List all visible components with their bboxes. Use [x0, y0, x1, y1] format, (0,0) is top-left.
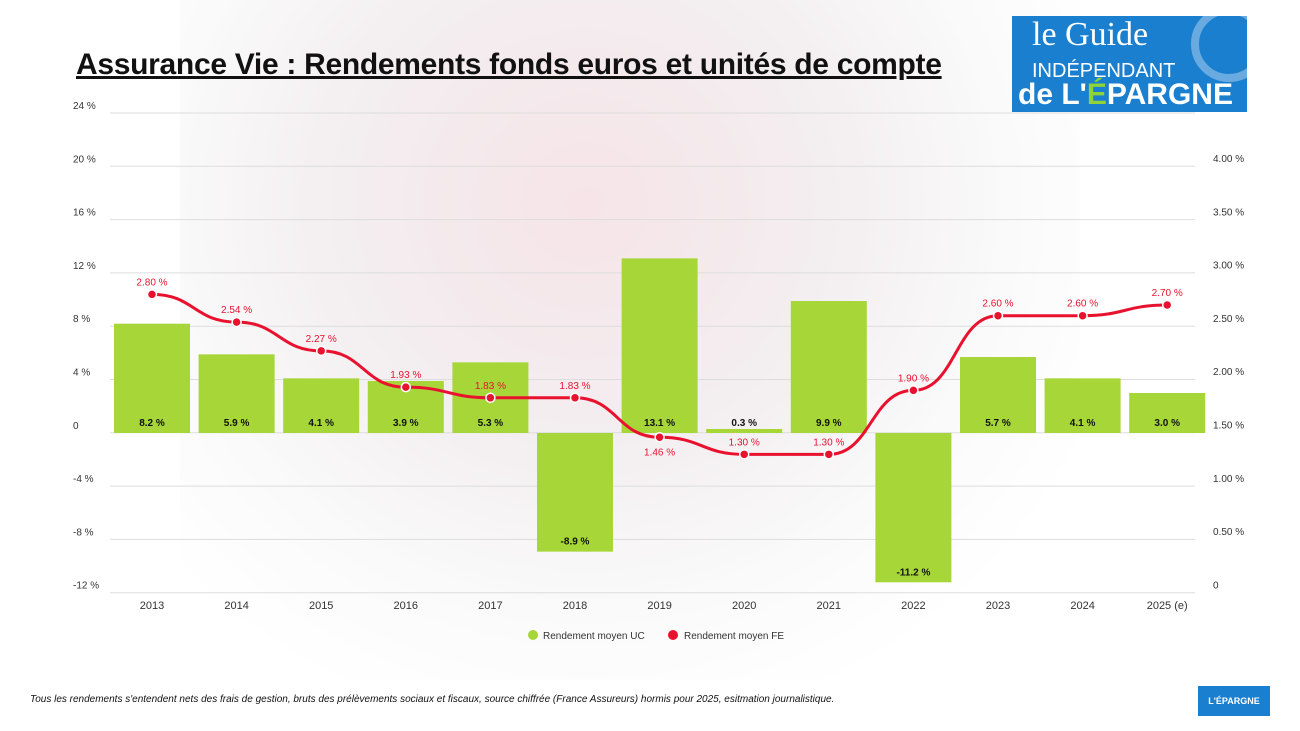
fe-point: [400, 381, 412, 393]
left-tick-label: 16 %: [73, 208, 96, 219]
left-tick-label: 8 %: [73, 314, 90, 325]
logo: le Guide INDÉPENDANT de L'ÉPARGNE: [1012, 16, 1247, 112]
fe-label: 1.30 %: [813, 437, 844, 448]
fe-label: 2.60 %: [1067, 299, 1098, 310]
left-tick-label: -8 %: [73, 527, 94, 538]
left-tick-label: 20 %: [73, 154, 96, 165]
bar: [706, 429, 783, 433]
right-tick-label: 0: [1213, 580, 1219, 591]
x-tick-label: 2022: [901, 600, 925, 612]
fe-label: 2.54 %: [221, 305, 252, 316]
right-tick-label: 4.00 %: [1213, 154, 1244, 165]
bar: [875, 433, 952, 583]
fe-point: [231, 316, 242, 328]
right-tick-label: 3.00 %: [1213, 261, 1244, 272]
x-tick-label: 2018: [563, 600, 587, 612]
right-tick-label: 2.50 %: [1213, 314, 1244, 325]
right-tick-label: 0.50 %: [1213, 527, 1244, 538]
fe-point: [315, 345, 327, 357]
x-tick-label: 2021: [817, 600, 841, 612]
bar-label: 3.0 %: [1154, 418, 1180, 429]
fe-point: [738, 449, 750, 460]
bar: [960, 357, 1036, 433]
bar-label: 4.1 %: [1070, 418, 1096, 429]
legend-label-fe: Rendement moyen FE: [684, 631, 784, 642]
left-tick-label: -4 %: [73, 474, 94, 485]
bar: [621, 258, 698, 433]
chart: 24 % 20 % 16 % 12 % 8 % 4 % 0 -4 % -8 % -12 % 4.00…: [73, 101, 1244, 642]
bar-label: 13.1 %: [644, 418, 675, 429]
right-tick-label: 1.50 %: [1213, 421, 1244, 432]
left-tick-label: 24 %: [73, 101, 96, 112]
x-tick-label: 2025 (e): [1147, 600, 1188, 612]
fe-label: 1.93 %: [390, 370, 421, 381]
left-tick-label: 0: [73, 421, 79, 432]
bar-label: 5.3 %: [478, 418, 504, 429]
chart-title: Assurance Vie : Rendements fonds euros e…: [76, 48, 942, 81]
fe-point: [992, 310, 1004, 321]
bar-label: -8.9 %: [561, 537, 590, 548]
fe-label: 1.30 %: [729, 437, 760, 448]
bar-label: 0.3 %: [731, 418, 757, 429]
x-tick-label: 2023: [986, 600, 1010, 612]
fe-point: [908, 385, 919, 396]
x-tick-label: 2015: [309, 600, 333, 612]
bar: [114, 323, 190, 433]
x-tick-label: 2020: [732, 600, 756, 612]
fe-point: [823, 449, 835, 460]
x-tick-label: 2013: [140, 600, 164, 612]
x-tick-label: 2016: [394, 600, 418, 612]
x-tick-label: 2017: [478, 600, 502, 612]
legend-marker-uc: [528, 630, 538, 640]
left-tick-label: -12 %: [73, 581, 99, 592]
fe-point: [1161, 299, 1173, 311]
left-tick-label: 12 %: [73, 261, 96, 272]
fe-label: 2.80 %: [136, 277, 167, 288]
right-tick-label: 3.50 %: [1213, 207, 1244, 218]
x-tick-label: 2024: [1070, 600, 1094, 612]
fe-label: 2.70 %: [1152, 288, 1183, 299]
logo-small: L'ÉPARGNE: [1198, 686, 1270, 716]
fe-point: [654, 432, 665, 443]
fe-point: [485, 392, 496, 404]
bar-label: 8.2 %: [139, 418, 165, 429]
bar: [283, 378, 360, 433]
bar: [198, 354, 275, 433]
bar-label: 5.7 %: [985, 418, 1011, 429]
bar-label: -11.2 %: [896, 567, 930, 578]
bar-label: 3.9 %: [393, 418, 419, 429]
fe-label: 1.83 %: [475, 381, 506, 392]
bar-label: 4.1 %: [308, 418, 334, 429]
bar: [1129, 393, 1206, 433]
bar-label: 9.9 %: [816, 418, 842, 429]
fe-point: [146, 289, 158, 300]
fe-label: 1.46 %: [644, 447, 675, 458]
legend-marker-fe: [668, 630, 678, 640]
right-tick-label: 2.00 %: [1213, 367, 1244, 378]
bar-label: 5.9 %: [224, 418, 250, 429]
fe-label: 1.83 %: [559, 381, 590, 392]
right-tick-label: 1.00 %: [1213, 474, 1244, 485]
left-tick-label: 4 %: [73, 368, 90, 379]
bar: [790, 301, 867, 433]
legend-label-uc: Rendement moyen UC: [543, 631, 645, 642]
fe-label: 2.60 %: [982, 299, 1013, 310]
bar: [537, 433, 613, 552]
fe-label: 1.90 %: [898, 373, 929, 384]
fe-point: [1077, 310, 1088, 321]
x-tick-label: 2019: [647, 600, 671, 612]
footnote: Tous les rendements s'entendent nets des…: [30, 694, 835, 705]
fe-point: [569, 392, 581, 404]
fe-label: 2.27 %: [306, 334, 337, 345]
x-tick-label: 2014: [224, 600, 248, 612]
bar: [1044, 378, 1121, 433]
